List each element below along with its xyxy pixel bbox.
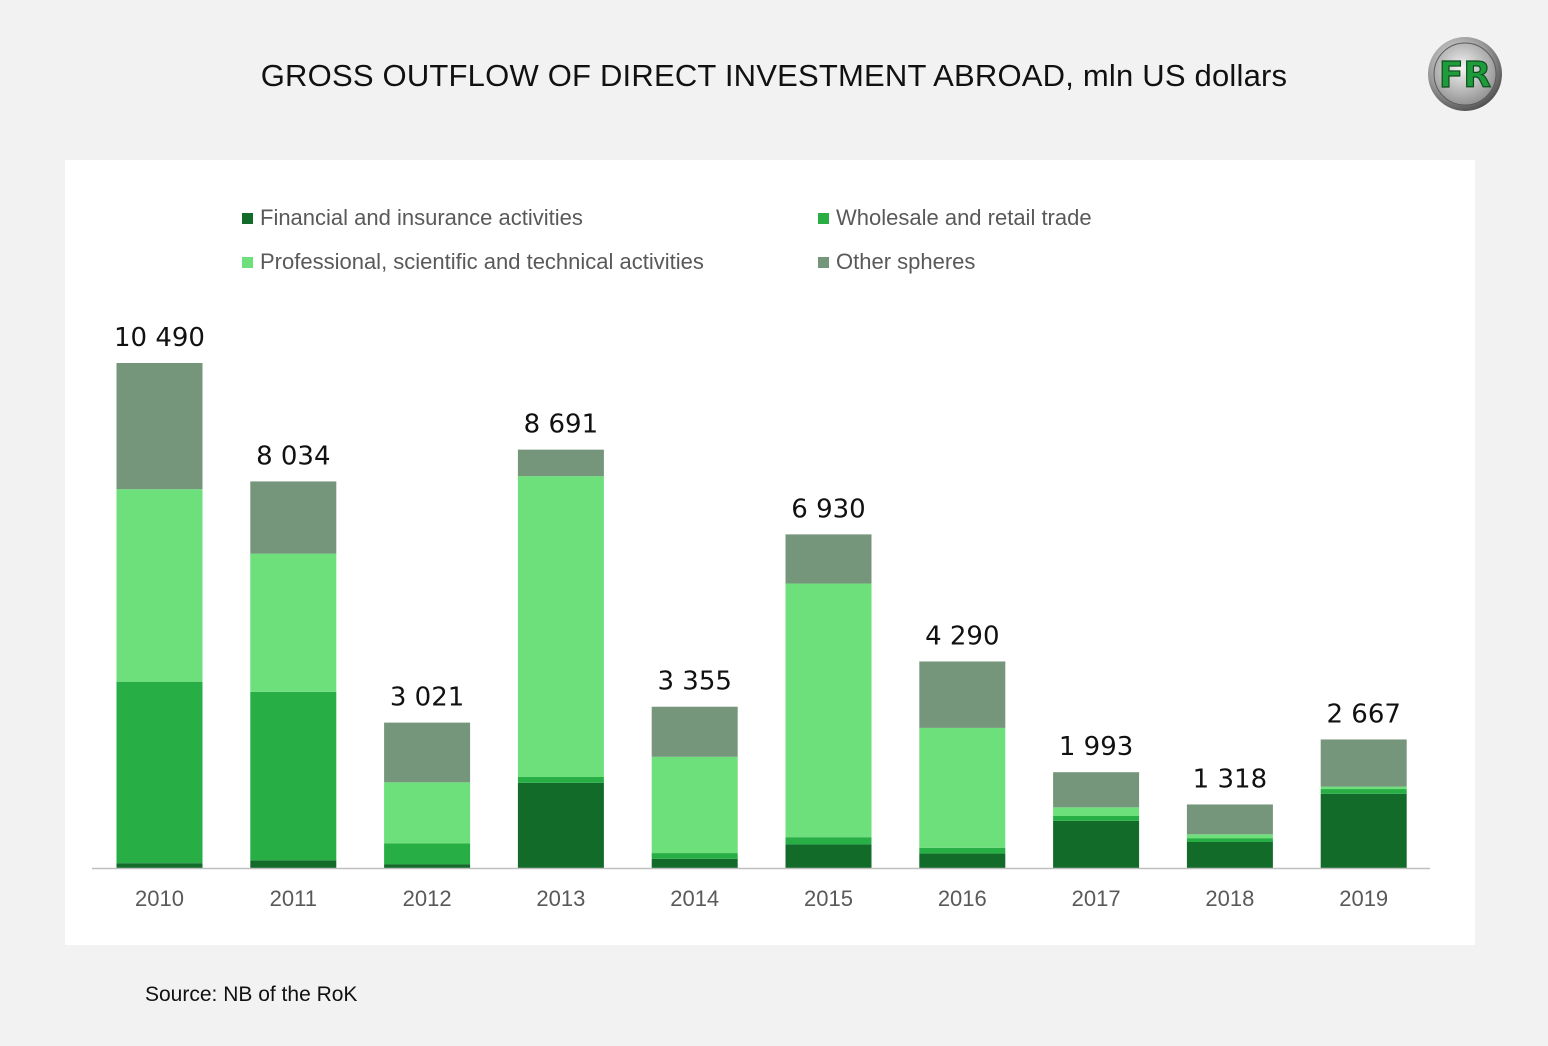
total-label-2015: 6 930: [791, 494, 865, 524]
legend-item-professional: Professional, scientific and technical a…: [242, 249, 704, 275]
stacked-bar-chart: 10 490 2010 8 034 2011 3 021 2012 8 691 2013 3 3…: [92, 323, 1430, 911]
total-label-2010: 10 490: [114, 323, 205, 353]
bar-segment-professional-2013: [517, 476, 604, 778]
total-label-2016: 4 290: [925, 621, 999, 651]
bar-segment-other-2018: [1186, 804, 1273, 835]
bar-segment-professional-2011: [250, 553, 337, 692]
legend-label-professional: Professional, scientific and technical a…: [260, 249, 704, 274]
bar-segment-wholesale-2019: [1320, 789, 1407, 794]
bar-segment-financial-2013: [517, 782, 604, 868]
legend-swatch-wholesale: [818, 212, 829, 224]
x-tick-label-2015: 2015: [804, 886, 853, 911]
x-tick-label-2011: 2011: [270, 886, 317, 911]
x-tick-label-2017: 2017: [1072, 886, 1121, 911]
x-tick-label-2014: 2014: [670, 886, 719, 911]
chart-title: GROSS OUTFLOW OF DIRECT INVESTMENT ABROA…: [260, 58, 1288, 93]
legend-item-other: Other spheres: [818, 249, 975, 275]
total-label-2012: 3 021: [390, 683, 464, 713]
bar-segment-wholesale-2018: [1186, 838, 1273, 842]
total-label-2013: 8 691: [524, 410, 598, 440]
x-tick-label-2013: 2013: [536, 886, 585, 911]
legend-swatch-professional: [242, 256, 253, 268]
bar-segment-professional-2019: [1320, 786, 1407, 790]
bar-segment-other-2011: [250, 481, 337, 554]
bar-segment-professional-2012: [384, 782, 471, 844]
bar-segment-wholesale-2017: [1053, 816, 1140, 821]
legend-swatch-other: [818, 256, 829, 268]
bar-segment-other-2016: [919, 661, 1006, 728]
bar-segment-financial-2018: [1186, 842, 1273, 868]
bar-segment-other-2015: [785, 534, 872, 584]
x-tick-label-2016: 2016: [938, 886, 987, 911]
bar-segment-wholesale-2015: [785, 837, 872, 845]
bar-segment-wholesale-2010: [116, 681, 203, 864]
bar-segment-financial-2017: [1053, 820, 1140, 868]
bar-segment-professional-2014: [651, 756, 738, 854]
bar-segment-wholesale-2012: [384, 843, 471, 865]
brand-logo: FR: [1428, 37, 1502, 111]
x-tick-label-2019: 2019: [1339, 886, 1388, 911]
chart-legend: Financial and insurance activities Whole…: [65, 160, 1475, 290]
bar-segment-financial-2019: [1320, 793, 1407, 868]
chart-panel: Financial and insurance activities Whole…: [65, 160, 1475, 945]
x-tick-label-2010: 2010: [135, 886, 184, 911]
legend-label-wholesale: Wholesale and retail trade: [836, 205, 1092, 230]
bar-segment-financial-2015: [785, 844, 872, 868]
bar-segment-wholesale-2014: [651, 853, 738, 859]
bar-segment-professional-2010: [116, 489, 203, 682]
bar-segment-other-2010: [116, 363, 203, 490]
bar-segment-other-2013: [517, 449, 604, 477]
total-label-2017: 1 993: [1059, 732, 1133, 762]
total-label-2014: 3 355: [657, 667, 731, 697]
bar-segment-other-2019: [1320, 739, 1407, 787]
x-tick-label-2012: 2012: [403, 886, 452, 911]
bar-segment-professional-2016: [919, 727, 1006, 848]
total-label-2018: 1 318: [1193, 764, 1267, 794]
bar-segment-wholesale-2013: [517, 777, 604, 783]
bar-segment-wholesale-2011: [250, 691, 337, 861]
bar-segment-other-2012: [384, 722, 471, 783]
legend-item-financial: Financial and insurance activities: [242, 205, 583, 231]
bar-segment-financial-2012: [384, 864, 471, 868]
bar-segment-other-2017: [1053, 772, 1140, 808]
legend-label-financial: Financial and insurance activities: [260, 205, 583, 230]
bar-segment-financial-2016: [919, 853, 1006, 868]
source-note: Source: NB of the RoK: [145, 983, 358, 1006]
x-tick-label-2018: 2018: [1205, 886, 1254, 911]
legend-swatch-financial: [242, 212, 253, 224]
brand-logo-text: FR: [1439, 55, 1491, 96]
legend-item-wholesale: Wholesale and retail trade: [818, 205, 1092, 231]
bar-segment-professional-2015: [785, 583, 872, 838]
legend-label-other: Other spheres: [836, 249, 976, 274]
bar-segment-wholesale-2016: [919, 847, 1006, 854]
bar-segment-professional-2017: [1053, 807, 1140, 817]
bar-segment-financial-2014: [651, 858, 738, 868]
bar-segment-professional-2018: [1186, 834, 1273, 839]
bar-segment-financial-2011: [250, 860, 337, 868]
total-label-2019: 2 667: [1326, 699, 1400, 729]
total-label-2011: 8 034: [256, 441, 330, 471]
bar-segment-financial-2010: [116, 863, 203, 868]
bar-segment-other-2014: [651, 706, 738, 757]
